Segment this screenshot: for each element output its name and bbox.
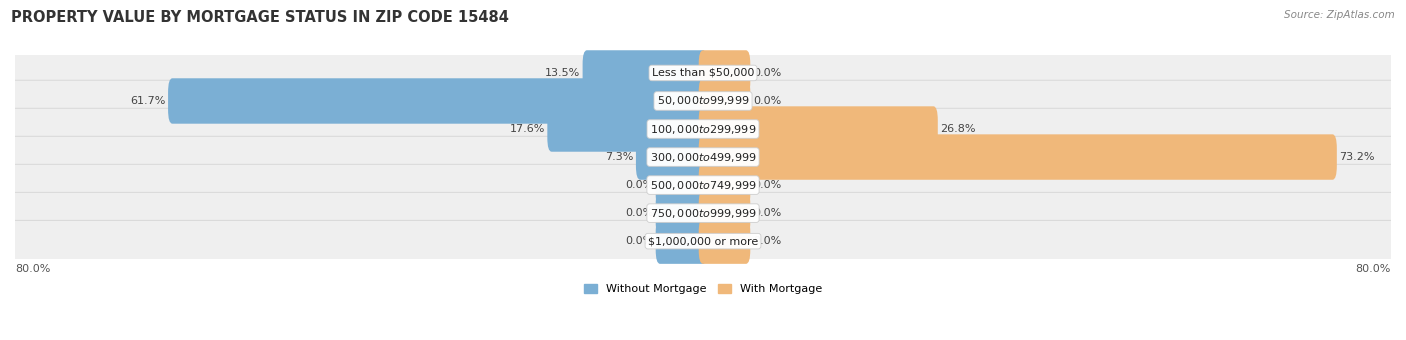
FancyBboxPatch shape [699,163,751,208]
FancyBboxPatch shape [655,163,707,208]
Text: $1,000,000 or more: $1,000,000 or more [648,236,758,246]
Text: 80.0%: 80.0% [1355,264,1391,274]
FancyBboxPatch shape [699,190,751,236]
Text: 0.0%: 0.0% [624,236,654,246]
Text: 0.0%: 0.0% [752,68,782,78]
Text: 13.5%: 13.5% [544,68,581,78]
FancyBboxPatch shape [8,108,1398,150]
Text: 0.0%: 0.0% [752,236,782,246]
FancyBboxPatch shape [699,106,938,152]
Text: Source: ZipAtlas.com: Source: ZipAtlas.com [1284,10,1395,20]
Text: 0.0%: 0.0% [624,208,654,218]
Text: PROPERTY VALUE BY MORTGAGE STATUS IN ZIP CODE 15484: PROPERTY VALUE BY MORTGAGE STATUS IN ZIP… [11,10,509,25]
Text: 17.6%: 17.6% [509,124,544,134]
FancyBboxPatch shape [699,134,1337,180]
Text: $50,000 to $99,999: $50,000 to $99,999 [657,95,749,107]
FancyBboxPatch shape [636,134,707,180]
FancyBboxPatch shape [655,190,707,236]
Text: $300,000 to $499,999: $300,000 to $499,999 [650,151,756,164]
FancyBboxPatch shape [8,164,1398,206]
Text: $100,000 to $299,999: $100,000 to $299,999 [650,122,756,136]
Text: 0.0%: 0.0% [624,180,654,190]
Text: 26.8%: 26.8% [941,124,976,134]
Text: 0.0%: 0.0% [752,208,782,218]
FancyBboxPatch shape [582,50,707,96]
Text: 80.0%: 80.0% [15,264,51,274]
Text: $500,000 to $749,999: $500,000 to $749,999 [650,178,756,191]
FancyBboxPatch shape [8,220,1398,262]
FancyBboxPatch shape [655,218,707,264]
Text: Less than $50,000: Less than $50,000 [652,68,754,78]
Legend: Without Mortgage, With Mortgage: Without Mortgage, With Mortgage [579,279,827,299]
Text: 0.0%: 0.0% [752,180,782,190]
FancyBboxPatch shape [169,78,707,124]
FancyBboxPatch shape [8,136,1398,178]
Text: 7.3%: 7.3% [605,152,633,162]
FancyBboxPatch shape [699,78,751,124]
Text: 73.2%: 73.2% [1340,152,1375,162]
FancyBboxPatch shape [8,52,1398,94]
Text: $750,000 to $999,999: $750,000 to $999,999 [650,207,756,220]
FancyBboxPatch shape [699,50,751,96]
FancyBboxPatch shape [699,218,751,264]
Text: 0.0%: 0.0% [752,96,782,106]
FancyBboxPatch shape [8,192,1398,234]
FancyBboxPatch shape [8,80,1398,122]
FancyBboxPatch shape [547,106,707,152]
Text: 61.7%: 61.7% [131,96,166,106]
